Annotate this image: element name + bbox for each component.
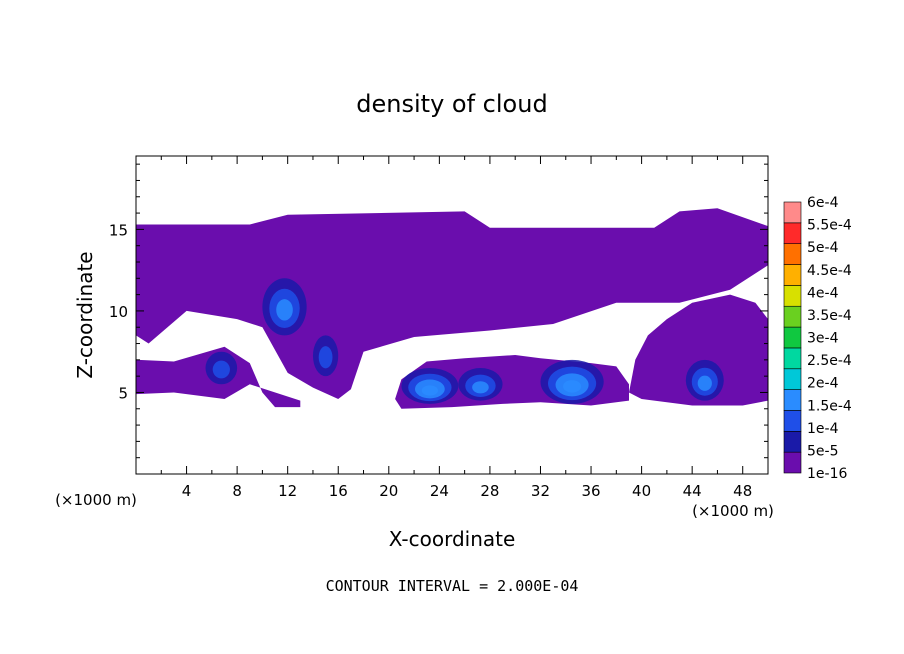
colorbar-swatch <box>783 451 802 474</box>
x-axis-label: X-coordinate <box>389 527 516 551</box>
x-tick-label: 24 <box>430 482 449 500</box>
colorbar-label: 5e-4 <box>807 240 839 256</box>
colorbar-swatch <box>783 243 802 265</box>
x-tick-label: 4 <box>182 482 192 500</box>
cloud-lower-right <box>629 294 768 406</box>
contour-interval: CONTOUR INTERVAL = 2.000E-04 <box>326 577 579 595</box>
colorbar-label: 1e-16 <box>807 466 847 482</box>
colorbar-swatch <box>783 431 802 453</box>
x-axis: 4 8 12 16 20 24 28 32 36 40 44 48 <box>160 156 752 500</box>
colorbar-label: 4e-4 <box>807 285 839 301</box>
colorbar-label: 1.5e-4 <box>807 398 852 414</box>
y-tick-label: 5 <box>118 384 128 402</box>
x-unit-left: (×1000 m) <box>55 491 137 509</box>
colorbar-swatch <box>783 368 802 390</box>
colorbar-swatch <box>783 285 802 307</box>
y-axis: 5 10 15 <box>109 163 768 459</box>
x-tick-label: 44 <box>683 482 702 500</box>
colorbar-label: 4.5e-4 <box>807 263 852 279</box>
y-axis-label: Z-coordinate <box>73 251 97 378</box>
x-tick-label: 20 <box>379 482 398 500</box>
colorbar: 1e-16 5e-5 1e-4 1.5e-4 2e-4 2.5e-4 3e-4 3.5e-4 4… <box>783 195 852 482</box>
colorbar-swatch <box>783 347 802 370</box>
x-tick-label: 32 <box>531 482 550 500</box>
colorbar-label: 3.5e-4 <box>807 308 852 324</box>
x-tick-label: 36 <box>581 482 600 500</box>
cloud-core-7 <box>318 346 333 369</box>
colorbar-label: 2e-4 <box>807 376 839 392</box>
cloud-upper-layer <box>136 208 768 399</box>
colorbar-label: 6e-4 <box>807 195 839 211</box>
colorbar-label: 3e-4 <box>807 331 839 347</box>
colorbar-swatch <box>783 201 802 224</box>
cloud-field <box>136 208 768 409</box>
colorbar-label: 2.5e-4 <box>807 353 852 369</box>
cloud-core-1 <box>276 299 293 321</box>
cloud-core-4 <box>563 380 582 393</box>
plot-frame <box>135 155 769 475</box>
x-tick-label: 16 <box>329 482 348 500</box>
colorbar-label: 5e-5 <box>807 443 838 459</box>
cloud-core-3 <box>472 381 489 394</box>
cloud-core-6 <box>212 360 230 379</box>
colorbar-swatch <box>783 264 802 286</box>
cloud-core-2 <box>421 385 439 396</box>
colorbar-swatch <box>783 389 802 411</box>
x-tick-label: 48 <box>733 482 752 500</box>
colorbar-swatch <box>783 410 802 432</box>
cloud-core-5 <box>697 375 712 391</box>
colorbar-swatch <box>783 305 802 328</box>
colorbar-label: 5.5e-4 <box>807 218 852 234</box>
x-tick-label: 28 <box>480 482 499 500</box>
colorbar-swatch <box>783 222 802 244</box>
colorbar-label: 1e-4 <box>807 421 839 437</box>
x-unit-right: (×1000 m) <box>692 502 774 520</box>
chart-title: density of cloud <box>356 90 547 118</box>
y-tick-label: 15 <box>109 221 128 239</box>
colorbar-swatch <box>783 326 802 349</box>
x-tick-label: 8 <box>232 482 242 500</box>
x-tick-label: 40 <box>632 482 651 500</box>
y-tick-label: 10 <box>109 303 128 321</box>
x-tick-label: 12 <box>278 482 297 500</box>
